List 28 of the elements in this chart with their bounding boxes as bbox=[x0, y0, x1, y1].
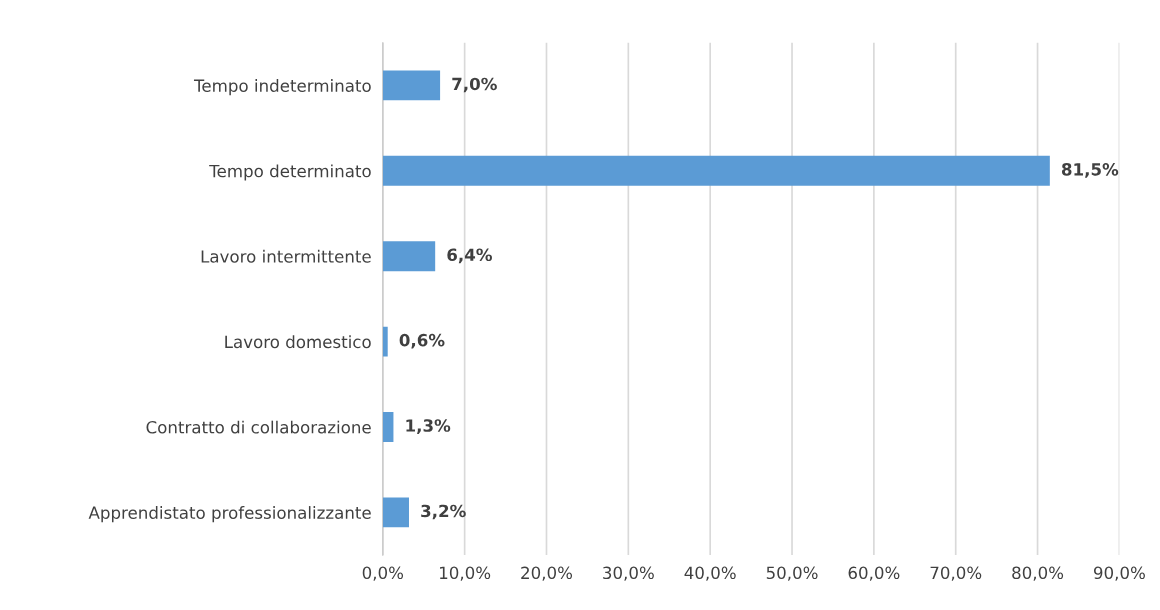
bar bbox=[382, 241, 436, 272]
x-tick-label: 0,0% bbox=[362, 566, 404, 581]
data-label: 81,5% bbox=[1061, 163, 1119, 178]
y-tick-label: Lavoro domestico bbox=[225, 335, 371, 349]
x-tick-label: 40,0% bbox=[684, 566, 736, 581]
bar bbox=[382, 326, 388, 357]
y-tick-label: Tempo determinato bbox=[209, 164, 371, 181]
data-label: 6,4% bbox=[447, 248, 492, 264]
x-tick-label: 70,0% bbox=[930, 566, 982, 581]
y-tick-label: Contratto di collaborazione bbox=[146, 420, 371, 434]
y-tick-label: Apprendistato professionalizzante bbox=[88, 506, 371, 523]
y-tick-label: Tempo indeterminato bbox=[193, 79, 371, 96]
data-label: 1,3% bbox=[406, 419, 451, 434]
x-tick-label: 20,0% bbox=[521, 566, 573, 581]
y-tick-label: Lavoro intermittente bbox=[201, 249, 371, 263]
x-tick-label: 60,0% bbox=[848, 566, 900, 581]
bar bbox=[382, 70, 441, 101]
x-tick-label: 80,0% bbox=[1012, 566, 1064, 581]
bar bbox=[382, 497, 409, 528]
data-label: 3,2% bbox=[421, 504, 466, 520]
x-tick-label: 50,0% bbox=[766, 566, 818, 581]
x-tick-label: 30,0% bbox=[603, 566, 654, 581]
bar bbox=[382, 155, 1050, 186]
data-label: 7,0% bbox=[452, 77, 497, 93]
bar bbox=[382, 412, 394, 442]
x-tick-label: 90,0% bbox=[1093, 566, 1145, 581]
data-label: 0,6% bbox=[399, 333, 445, 349]
x-tick-label: 10,0% bbox=[440, 566, 491, 581]
